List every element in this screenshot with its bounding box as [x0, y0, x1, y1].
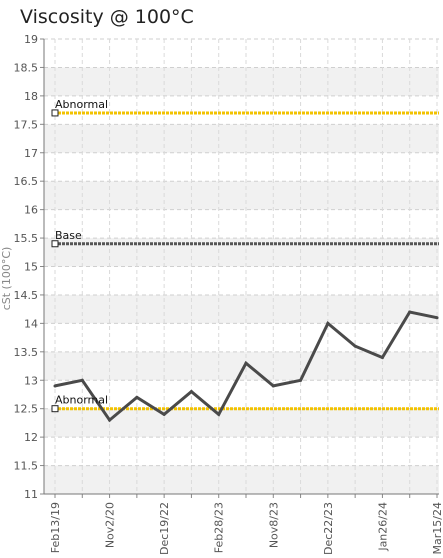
x-tick-label: Jan26/24 [376, 502, 389, 552]
grid-band [44, 67, 439, 96]
y-tick-label: 18.5 [14, 61, 39, 74]
data-point [353, 344, 357, 348]
x-tick-label: Mar15/24 [431, 502, 443, 554]
grid-band [44, 124, 439, 153]
x-tick-label: Nov8/23 [267, 502, 280, 548]
data-point [53, 384, 57, 388]
reference-label: Abnormal [55, 98, 108, 111]
y-tick-label: 13.5 [14, 346, 39, 359]
y-tick-label: 11.5 [14, 460, 39, 473]
y-tick-label: 15.5 [14, 232, 39, 245]
y-tick-label: 16.5 [14, 175, 39, 188]
reference-marker [51, 405, 59, 413]
data-point [326, 321, 330, 325]
grid-band [44, 465, 439, 494]
reference-label: Base [55, 229, 82, 242]
x-tick-label: Dec22/23 [322, 502, 335, 555]
reference-label: Abnormal [55, 394, 108, 407]
y-tick-label: 16 [24, 204, 38, 217]
y-tick-label: 12.5 [14, 403, 39, 416]
y-tick-label: 13 [24, 374, 38, 387]
y-tick-label: 17.5 [14, 118, 39, 131]
y-tick-label: 11 [24, 488, 38, 501]
reference-marker [51, 240, 59, 248]
data-point [408, 310, 412, 314]
y-tick-label: 14 [24, 317, 38, 330]
chart-title: Viscosity @ 100°C [20, 6, 194, 28]
data-point [80, 378, 84, 382]
data-point [108, 418, 112, 422]
data-point [380, 356, 384, 359]
y-axis-label: cSt (100°C) [0, 247, 13, 311]
data-point [135, 395, 139, 399]
x-tick-label: Feb28/23 [213, 502, 226, 553]
data-point [271, 384, 275, 388]
data-point [189, 390, 193, 394]
x-tick-label: Dec19/22 [158, 502, 171, 555]
data-point [299, 378, 303, 382]
y-tick-label: 18 [24, 90, 38, 103]
grid-band [44, 181, 439, 210]
data-point [217, 412, 221, 416]
y-tick-label: 14.5 [14, 289, 39, 302]
x-tick-label: Nov2/20 [104, 502, 117, 548]
y-tick-label: 17 [24, 147, 38, 160]
grid-band [44, 294, 439, 324]
data-point [244, 361, 248, 365]
x-tick-label: Feb13/19 [49, 502, 62, 553]
y-tick-label: 19 [24, 33, 38, 46]
data-point [435, 316, 439, 320]
reference-marker [51, 109, 59, 117]
y-tick-label: 15 [24, 261, 38, 274]
data-point [162, 412, 166, 416]
y-tick-label: 12 [24, 431, 38, 444]
